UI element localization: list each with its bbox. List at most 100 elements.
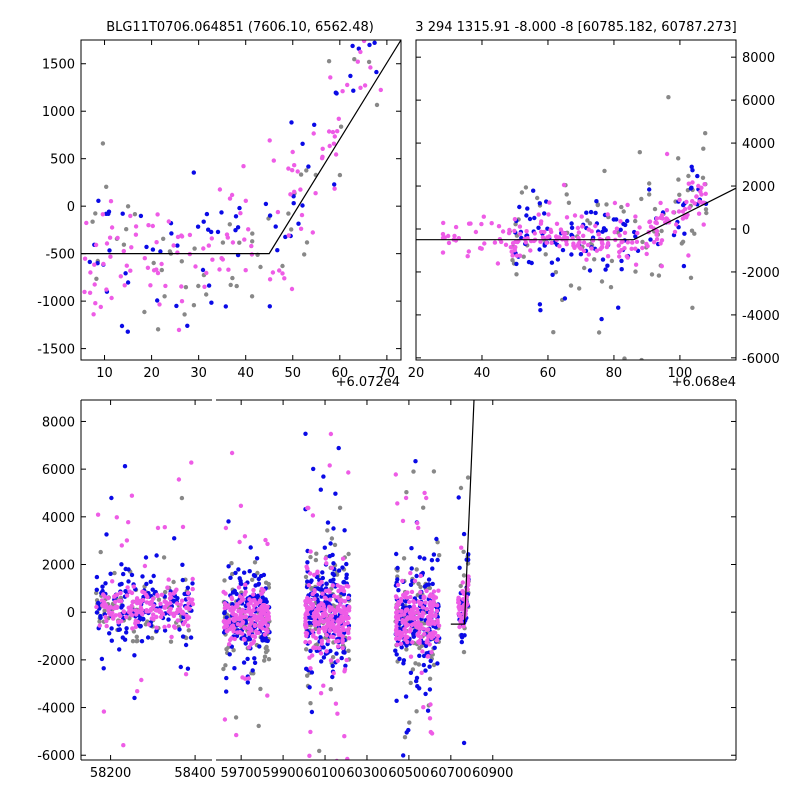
b-point-gray <box>346 551 351 557</box>
b-point-magenta <box>169 634 174 640</box>
b-point-magenta <box>420 605 426 610</box>
tl-point-gray <box>234 283 239 289</box>
b-point-magenta <box>335 595 340 600</box>
b-point-magenta <box>310 591 315 597</box>
b-point-blue <box>393 648 398 653</box>
b-point-magenta <box>251 587 256 593</box>
b-point-blue <box>401 753 406 758</box>
b-point-magenta <box>323 625 328 631</box>
b-point-blue <box>177 627 182 632</box>
b-point-magenta <box>419 670 424 675</box>
b-point-magenta <box>428 593 433 599</box>
b-point-blue <box>124 626 129 631</box>
b-point-blue <box>138 623 143 629</box>
tl-model-line <box>81 40 401 255</box>
tl-point-magenta <box>267 277 273 282</box>
tl-point-blue <box>169 231 174 236</box>
b-point-gray <box>402 735 408 740</box>
tr-point-magenta <box>596 231 601 237</box>
tr-point-magenta <box>677 197 682 203</box>
tr-y-tick-label: 8000 <box>742 51 775 66</box>
b-point-magenta <box>139 607 145 613</box>
tr-point-gray <box>564 192 569 197</box>
b-point-blue <box>339 655 344 661</box>
b-point-magenta <box>118 590 123 596</box>
b-point-blue <box>401 661 406 666</box>
b-point-blue <box>314 593 320 598</box>
b-point-magenta <box>324 633 329 638</box>
b-point-magenta <box>403 637 408 642</box>
b-point-magenta <box>402 612 407 617</box>
b-point-magenta <box>246 602 251 607</box>
tl-point-blue <box>206 283 212 288</box>
tl-point-magenta <box>100 212 106 217</box>
tr-point-blue <box>681 263 687 269</box>
b-point-blue <box>395 577 400 582</box>
tr-point-blue <box>537 302 543 307</box>
tl-point-blue <box>300 141 305 146</box>
b-point-blue <box>139 639 145 644</box>
b-point-gray <box>256 723 261 729</box>
tl-point-magenta <box>82 256 88 261</box>
b-point-magenta <box>307 640 312 645</box>
b-point-blue <box>253 583 258 588</box>
b-point-magenta <box>121 743 126 748</box>
tl-point-gray <box>155 327 161 332</box>
tl-y-tick-label: -1500 <box>37 343 75 358</box>
tr-point-gray <box>577 286 582 291</box>
tr-point-blue <box>616 305 621 310</box>
tl-point-magenta <box>145 265 151 270</box>
tr-point-magenta <box>598 246 603 252</box>
tr-point-gray <box>587 221 593 226</box>
b-point-magenta <box>230 623 236 628</box>
b-model-line <box>450 400 475 625</box>
b-point-magenta <box>310 653 315 658</box>
tr-point-blue <box>614 217 619 222</box>
b-point-magenta <box>328 615 333 621</box>
tr-point-magenta <box>644 251 649 257</box>
tr-point-magenta <box>576 230 582 235</box>
b-point-magenta <box>321 602 326 607</box>
tl-point-gray <box>250 239 255 244</box>
b-point-magenta <box>144 609 149 614</box>
tl-point-magenta <box>331 141 337 146</box>
b-point-magenta <box>103 614 108 620</box>
b-point-magenta <box>312 596 317 602</box>
b-point-blue <box>456 495 461 500</box>
tl-point-blue <box>237 205 242 211</box>
b-point-magenta <box>327 597 333 602</box>
b-point-blue <box>120 635 126 640</box>
tr-x-tick-label: 60 <box>540 366 557 381</box>
tr-point-magenta <box>452 233 457 239</box>
tr-point-gray <box>633 269 638 274</box>
b-point-magenta <box>341 588 347 594</box>
tl-point-magenta <box>288 192 293 197</box>
tr-point-blue <box>527 216 533 222</box>
b-point-magenta <box>256 607 261 612</box>
tr-point-gray <box>602 168 607 174</box>
b-point-blue <box>344 572 349 577</box>
tl-point-magenta <box>289 286 295 292</box>
b-point-blue <box>417 555 422 560</box>
b-point-blue <box>228 575 233 580</box>
b-point-magenta <box>420 626 426 631</box>
tl-point-magenta <box>320 146 325 151</box>
b-point-blue <box>180 562 185 567</box>
b-point-magenta <box>408 654 414 659</box>
b-point-magenta <box>266 617 271 622</box>
tr-point-magenta <box>635 230 640 236</box>
tr-point-magenta <box>633 214 638 219</box>
tr-point-gray <box>633 218 638 224</box>
tl-point-magenta <box>286 233 291 238</box>
b-point-magenta <box>434 608 440 614</box>
b-point-magenta <box>393 472 398 477</box>
tr-point-gray <box>637 150 642 155</box>
b-point-blue <box>104 532 109 537</box>
tr-point-magenta <box>702 182 707 187</box>
b-point-blue <box>140 574 145 579</box>
tl-y-tick-label: 500 <box>50 153 75 168</box>
tl-point-magenta <box>311 131 316 136</box>
b-point-magenta <box>164 602 169 608</box>
b-point-magenta <box>412 578 418 584</box>
tr-point-magenta <box>697 199 702 204</box>
